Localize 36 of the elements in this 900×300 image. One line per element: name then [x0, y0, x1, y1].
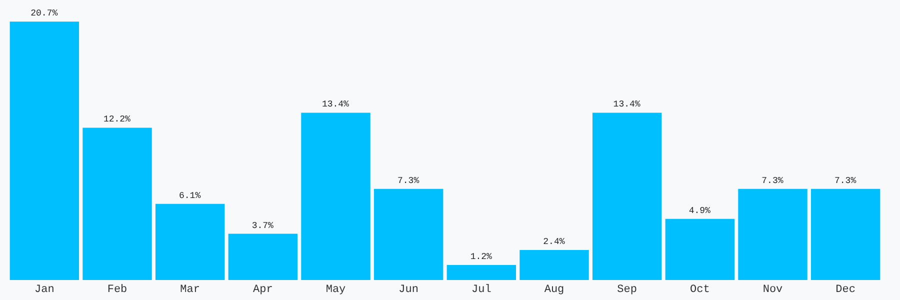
x-tick-label: Oct	[690, 284, 710, 296]
bar	[82, 128, 152, 280]
bar	[810, 188, 880, 280]
x-tick-label: Mar	[180, 284, 200, 296]
bar	[592, 112, 662, 280]
bar	[446, 265, 516, 280]
data-label: 7.3%	[397, 176, 420, 186]
bar	[665, 218, 735, 280]
x-tick-label: Jun	[398, 284, 418, 296]
bar	[520, 250, 589, 280]
bar	[10, 22, 80, 280]
data-label: 3.7%	[252, 220, 274, 231]
data-label: 7.3%	[762, 176, 784, 186]
x-tick-label: Dec	[836, 284, 856, 296]
bar	[738, 188, 808, 280]
x-tick-label: Apr	[253, 284, 273, 296]
bar	[301, 112, 370, 280]
x-tick-label: Jul	[472, 284, 492, 296]
x-tick-label: May	[326, 284, 346, 296]
bar	[155, 204, 225, 280]
data-label: 4.9%	[688, 206, 712, 216]
data-label: 13.4%	[613, 100, 641, 110]
x-tick-label: Jan	[34, 284, 54, 296]
data-label: 2.4%	[543, 237, 566, 248]
x-tick-label: Aug	[544, 284, 564, 296]
data-label: 12.2%	[103, 114, 132, 125]
data-label: 7.3%	[834, 176, 857, 186]
x-tick-label: Sep	[617, 284, 637, 296]
bar	[228, 234, 298, 280]
x-tick-label: Nov	[762, 284, 784, 296]
data-label: 13.4%	[322, 100, 350, 110]
data-label: 1.2%	[470, 252, 493, 262]
x-tick-label: Feb	[107, 284, 128, 296]
bar	[374, 188, 444, 280]
data-label: 6.1%	[178, 190, 202, 201]
data-label: 20.7%	[30, 8, 58, 19]
